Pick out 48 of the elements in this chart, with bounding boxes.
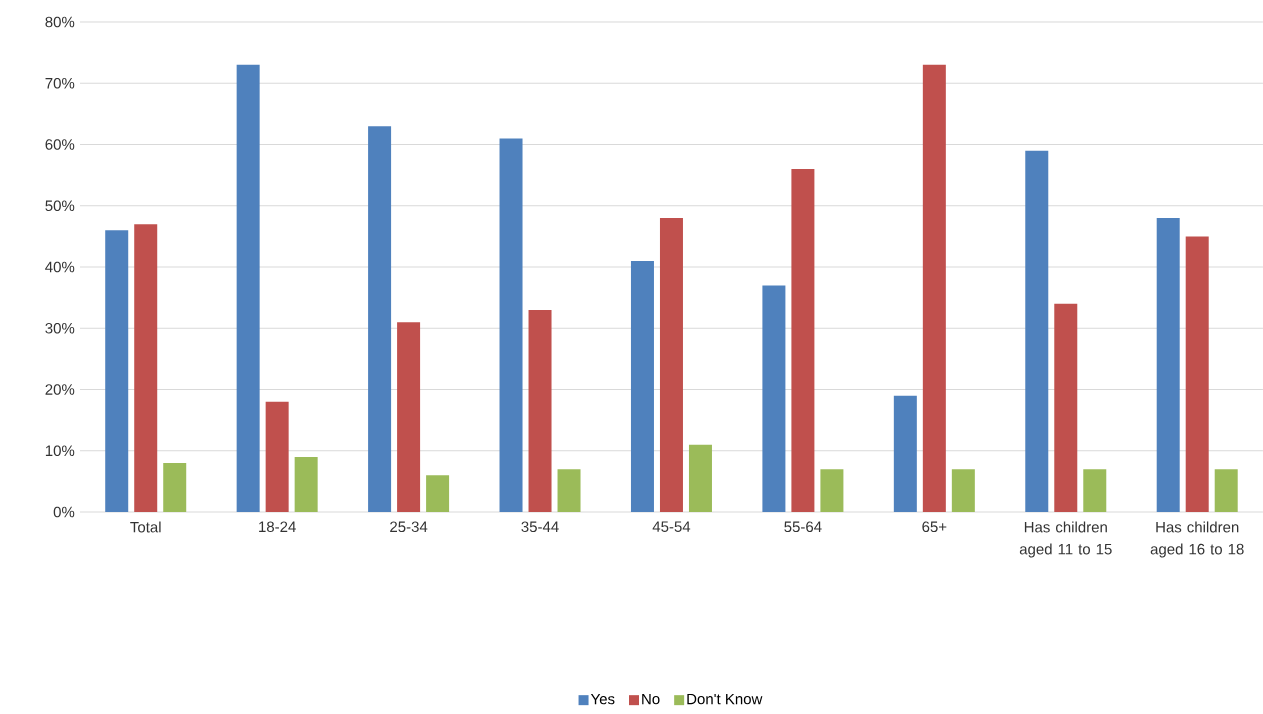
bar — [659, 218, 683, 512]
x-tick-label: Has children aged 16 to 18 — [1150, 521, 1244, 558]
bar — [1025, 150, 1049, 512]
x-tick-label: 35-44 — [521, 521, 559, 533]
bar — [951, 469, 975, 512]
y-tick-label: 40% — [45, 261, 75, 273]
bar — [820, 469, 844, 512]
bar — [762, 285, 786, 512]
bar — [791, 169, 815, 512]
bar — [1185, 236, 1209, 512]
bar — [1156, 218, 1180, 512]
bar — [1214, 469, 1238, 512]
legend-label: No — [642, 693, 660, 705]
bar — [528, 309, 552, 512]
bar — [1083, 469, 1107, 512]
bar — [397, 322, 421, 512]
y-tick-label: 70% — [45, 77, 75, 89]
bar — [163, 463, 187, 512]
bar — [294, 456, 318, 512]
bar — [893, 395, 917, 512]
y-tick-label: 60% — [45, 139, 75, 150]
bar — [922, 64, 946, 512]
legend-label: Don't Know — [687, 693, 763, 705]
x-tick-label: Total — [130, 521, 161, 533]
y-tick-label: 50% — [45, 200, 75, 212]
bar — [105, 230, 129, 512]
x-tick-label: 25-34 — [390, 521, 428, 533]
x-tick-label: 18-24 — [259, 521, 296, 533]
bar — [1054, 303, 1078, 512]
bar — [236, 64, 260, 512]
bar — [134, 224, 158, 512]
x-tick-label: 55-64 — [784, 521, 822, 533]
y-tick-label: 20% — [45, 384, 75, 395]
x-tick-label: 45-54 — [652, 521, 691, 532]
bar — [368, 126, 392, 512]
y-tick-label: 10% — [45, 445, 75, 457]
y-tick-label: 80% — [45, 16, 75, 28]
bar — [265, 401, 289, 512]
bar — [688, 444, 712, 512]
bar — [630, 260, 654, 512]
bar — [426, 475, 450, 512]
bar — [499, 138, 523, 512]
x-tick-label: Has children aged 11 to 15 — [1019, 521, 1112, 558]
x-tick-label: 65+ — [922, 521, 947, 533]
legend-label: Yes — [590, 693, 615, 705]
y-tick-label: 30% — [45, 322, 75, 334]
y-tick-label: 0% — [53, 506, 75, 518]
bar — [557, 469, 581, 512]
